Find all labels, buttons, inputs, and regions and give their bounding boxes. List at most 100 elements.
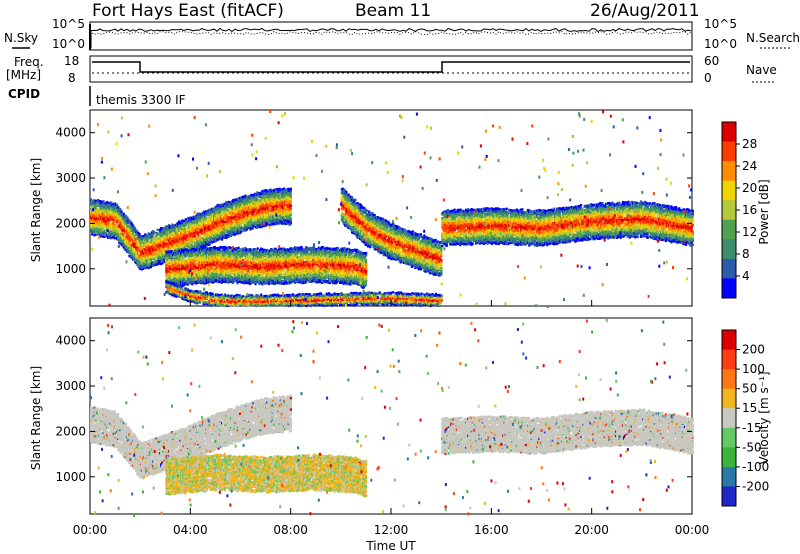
echo-cell [122,216,125,219]
echo-cell [244,196,247,199]
echo-cell [104,225,107,228]
echo-cell [268,204,271,207]
echo-cell [200,247,203,251]
echo-cell [139,245,142,249]
echo-cell [278,193,281,197]
echo-cell [113,212,116,215]
echo-cell [240,197,243,200]
echo-cell [194,262,197,266]
echo-cell [175,265,178,268]
echo-cell [193,242,196,246]
echo-cell [178,229,181,232]
echo-cell [141,239,145,243]
echo-cell [174,264,177,267]
echo-cell [220,238,224,241]
echo-cell [197,219,200,222]
echo-cell [179,284,183,287]
echo-cell [179,279,183,282]
echo-cell [185,242,189,245]
echo-cell [173,281,176,285]
echo-cell [217,238,220,241]
echo-cell [284,215,287,219]
echo-cell [129,247,132,251]
echo-cell [181,222,184,226]
echo-cell [161,262,164,265]
echo-cell [106,228,110,231]
echo-cell [186,258,189,261]
echo-cell [220,226,224,229]
echo-cell [122,243,125,247]
echo-cell [165,270,168,273]
echo-cell [276,218,279,222]
echo-cell [205,220,208,223]
echo-cell [276,203,279,206]
echo-cell [218,203,221,207]
echo-cell [179,271,183,274]
echo-cell [130,223,133,226]
echo-cell [138,254,141,257]
echo-cell [244,229,247,232]
noise-panel: N.Sky 10^5 10^0 10^5 10^0 N.Search [4,17,800,51]
echo-cell [214,206,217,209]
echo-cell [182,250,185,253]
echo-cell [174,254,177,257]
echo-cell [154,263,157,266]
echo-cell [118,212,121,215]
echo-cell [136,230,139,233]
echo-cell [244,227,247,230]
echo-cell [213,218,216,221]
echo-cell [157,259,160,263]
echo-cell [177,262,180,265]
echo-cell [148,248,151,252]
echo-cell [139,251,142,254]
echo-cell [173,242,176,245]
echo-cell [183,241,186,244]
echo-cell [234,215,237,219]
echo-cell [167,263,170,266]
echo-cell [220,205,224,209]
echo-cell [226,227,229,230]
echo-cell [248,196,251,199]
echo-cell [214,210,217,213]
echo-cell [109,217,112,221]
echo-cell [173,260,176,263]
echo-cell [157,244,160,247]
echo-cell [266,202,269,206]
echo-cell [213,215,216,218]
nsky-label: N.Sky [4,31,38,45]
echo-cell [94,199,97,203]
echo-cell [176,283,179,286]
echo-cell [223,227,226,230]
echo-cell [197,227,200,231]
echo-cell [111,215,114,218]
echo-cell [156,228,159,232]
echo-cell [134,227,137,230]
echo-cell [236,230,239,233]
echo-cell [172,228,175,231]
echo-cell [236,232,239,235]
echo-cell [223,231,226,235]
echo-cell [141,267,145,270]
echo-cell [179,251,183,255]
echo-cell [119,223,122,226]
echo-cell [239,231,242,235]
echo-cell [186,266,189,269]
echo-cell [279,195,282,198]
echo-cell [200,260,203,263]
echo-cell [144,263,147,267]
echo-cell [138,240,141,244]
echo-cell [184,267,187,270]
echo-cell [100,204,103,208]
echo-cell [114,203,117,206]
echo-cell [157,232,160,235]
echo-cell [119,239,122,242]
echo-cell [184,253,187,257]
echo-cell [214,221,217,225]
echo-cell [249,216,252,220]
echo-cell [255,198,259,201]
echo-cell [165,225,168,228]
echo-cell [154,236,157,239]
echo-cell [172,279,175,282]
echo-cell [114,206,117,210]
echo-cell [289,200,292,203]
